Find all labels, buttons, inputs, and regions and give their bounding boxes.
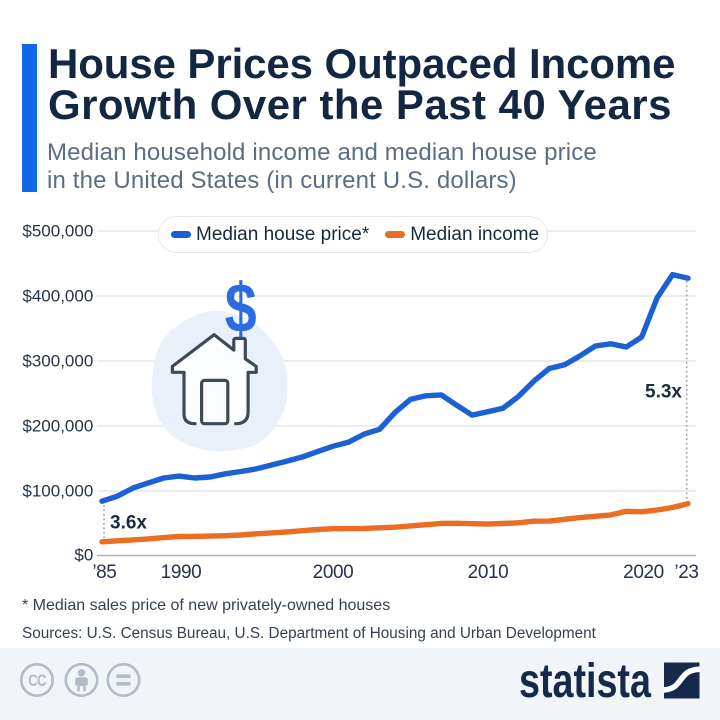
- svg-text:$200,000: $200,000: [22, 417, 93, 436]
- svg-text:2000: 2000: [313, 562, 354, 583]
- svg-text:5.3x: 5.3x: [645, 382, 682, 403]
- svg-text:$500,000: $500,000: [22, 222, 93, 241]
- svg-text:1990: 1990: [161, 562, 202, 583]
- svg-text:$400,000: $400,000: [22, 287, 93, 306]
- svg-text:3.6x: 3.6x: [110, 513, 147, 534]
- svg-text:’23: ’23: [674, 562, 698, 583]
- svg-text:$0: $0: [74, 546, 93, 565]
- svg-text:2010: 2010: [468, 562, 509, 583]
- svg-text:$100,000: $100,000: [22, 482, 93, 501]
- svg-text:$: $: [225, 269, 257, 348]
- svg-text:2020: 2020: [623, 562, 664, 583]
- svg-text:’85: ’85: [92, 562, 116, 583]
- svg-text:CC: CC: [28, 672, 46, 691]
- svg-text:$300,000: $300,000: [22, 352, 93, 371]
